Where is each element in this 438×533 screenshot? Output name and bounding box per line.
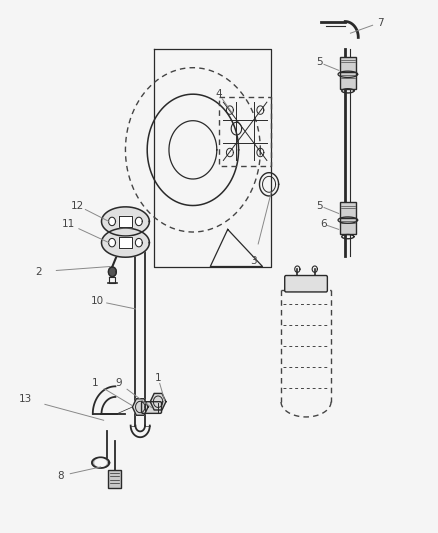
Text: 6: 6 — [320, 219, 327, 229]
Polygon shape — [135, 217, 142, 225]
Text: 1: 1 — [155, 373, 161, 383]
Polygon shape — [340, 217, 356, 223]
Text: 7: 7 — [377, 18, 383, 28]
Text: 9: 9 — [116, 378, 122, 388]
Text: 11: 11 — [62, 219, 75, 229]
FancyBboxPatch shape — [340, 218, 356, 235]
Polygon shape — [109, 267, 116, 277]
Polygon shape — [92, 457, 110, 468]
Text: 3: 3 — [251, 256, 257, 266]
FancyBboxPatch shape — [340, 72, 356, 88]
Text: 10: 10 — [91, 296, 104, 306]
Text: 4: 4 — [215, 89, 223, 99]
Text: 5: 5 — [316, 200, 322, 211]
Text: 8: 8 — [57, 471, 64, 481]
FancyBboxPatch shape — [340, 203, 356, 219]
Polygon shape — [102, 228, 149, 257]
Text: 2: 2 — [35, 267, 42, 277]
Text: 5: 5 — [316, 58, 322, 67]
Polygon shape — [95, 459, 106, 466]
Polygon shape — [109, 217, 116, 225]
Text: 1: 1 — [92, 378, 98, 388]
Text: 13: 13 — [19, 394, 32, 404]
Polygon shape — [119, 237, 132, 248]
Text: 12: 12 — [71, 200, 84, 211]
Polygon shape — [119, 216, 132, 227]
Polygon shape — [102, 207, 149, 236]
FancyBboxPatch shape — [141, 402, 162, 414]
FancyBboxPatch shape — [108, 470, 120, 488]
Polygon shape — [150, 393, 166, 410]
Polygon shape — [340, 71, 356, 77]
FancyBboxPatch shape — [340, 56, 356, 73]
Polygon shape — [135, 238, 142, 247]
FancyBboxPatch shape — [285, 276, 327, 292]
Polygon shape — [132, 399, 148, 415]
Polygon shape — [109, 238, 116, 247]
